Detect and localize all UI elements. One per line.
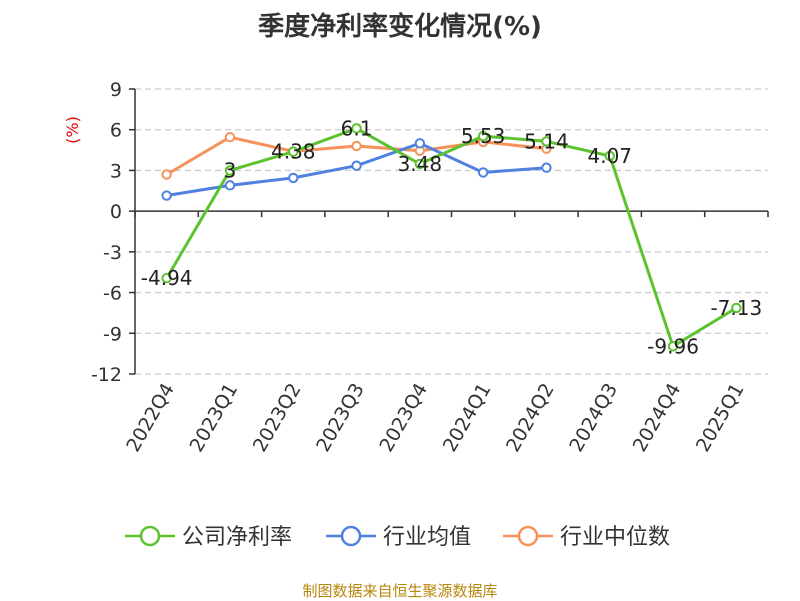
data-label: 5.53 <box>461 124 506 148</box>
data-point <box>288 146 299 157</box>
y-tick-label: 9 <box>110 79 122 101</box>
y-tick-label: -9 <box>103 323 122 345</box>
data-point <box>351 123 362 134</box>
data-point <box>351 140 362 152</box>
data-point <box>477 130 489 142</box>
data-label: 6.1 <box>341 116 373 140</box>
data-labels: -4.94 3 4.38 6.1 3.48 5.53 5.14 4.07 -9.96 -7.13 <box>141 116 762 358</box>
data-point <box>731 302 742 314</box>
data-point <box>541 136 552 147</box>
x-tick-label: 2023Q2 <box>249 380 306 456</box>
data-label: 5.14 <box>524 129 569 153</box>
y-tick-label: 0 <box>110 201 122 223</box>
source-note: 制图数据来自恒生聚源数据库 <box>302 582 498 600</box>
data-label: 4.07 <box>587 144 632 168</box>
data-point <box>288 172 299 184</box>
x-tick-label: 2022Q4 <box>122 380 179 456</box>
data-point <box>604 150 615 162</box>
series-lines <box>161 123 742 352</box>
data-point <box>667 341 679 352</box>
legend-swatch-marker <box>340 525 362 547</box>
data-point <box>414 138 426 149</box>
y-tick-label: -3 <box>103 242 122 264</box>
series-line <box>165 126 738 348</box>
legend-swatch-marker <box>517 525 539 547</box>
data-point <box>351 160 362 171</box>
legend-item: 公司净利率 <box>125 525 292 550</box>
x-tick-label: 2024Q4 <box>629 380 686 456</box>
x-tick-label: 2024Q1 <box>439 380 496 456</box>
x-tick-label: 2024Q2 <box>502 380 559 456</box>
data-point <box>477 167 489 178</box>
legend-label: 行业中位数 <box>560 525 670 550</box>
data-label: -4.94 <box>141 266 193 290</box>
data-label: 4.38 <box>271 140 316 164</box>
x-tick-label: 2024Q3 <box>565 380 622 456</box>
x-tick-label: 2025Q1 <box>692 380 749 456</box>
legend-item: 行业中位数 <box>503 525 670 550</box>
data-point <box>414 158 426 170</box>
data-label: 3 <box>224 158 237 182</box>
legend-label: 行业均值 <box>383 525 471 550</box>
y-tick-label: -6 <box>103 283 122 305</box>
y-tick-label: 3 <box>110 160 122 182</box>
data-point <box>224 180 236 191</box>
data-point <box>161 169 172 180</box>
data-point <box>224 165 236 176</box>
y-tick-label: 6 <box>110 120 122 142</box>
data-point <box>161 190 172 201</box>
legend-label: 公司净利率 <box>182 525 292 550</box>
x-tick-label: 2023Q1 <box>186 380 243 456</box>
data-point <box>541 162 552 173</box>
x-tick-label: 2023Q3 <box>312 380 369 456</box>
data-label: -7.13 <box>710 296 762 320</box>
x-tick-label: 2023Q4 <box>375 380 432 456</box>
legend-swatch-marker <box>139 525 161 547</box>
data-label: 3.48 <box>398 152 443 176</box>
data-point <box>161 272 172 284</box>
grid-lines <box>135 88 768 375</box>
legend-item: 行业均值 <box>326 525 471 550</box>
y-tick-label: -12 <box>91 364 122 386</box>
y-axis-unit-label: (%) <box>63 116 82 144</box>
data-label: -9.96 <box>647 334 699 358</box>
legend: 公司净利率 行业均值 行业中位数 <box>125 525 670 550</box>
data-point <box>224 131 236 143</box>
chart-title: 季度净利率变化情况(%) <box>258 12 542 42</box>
